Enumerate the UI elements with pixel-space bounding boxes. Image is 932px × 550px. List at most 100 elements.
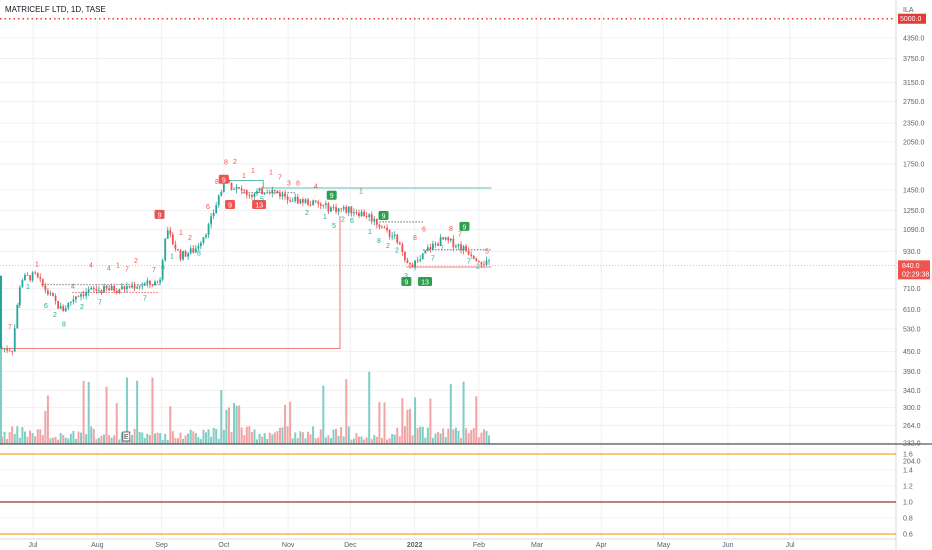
candle-body [340, 208, 343, 210]
volume-bar [74, 438, 77, 444]
candle-body [202, 237, 205, 243]
candle-body [126, 286, 128, 290]
volume-bar [23, 431, 26, 444]
candle-body [467, 250, 470, 255]
candle-body [171, 234, 174, 245]
td-count-digit: 7 [98, 300, 102, 307]
td-count-digit: 1 [179, 230, 183, 237]
td-label-box [401, 276, 412, 286]
volume-bar [217, 438, 220, 444]
candle-body [103, 285, 105, 293]
volume-bar [363, 439, 366, 444]
volume-bar [358, 436, 360, 444]
td-label-text: 13 [255, 202, 263, 209]
volume-bar [67, 438, 70, 444]
td-count-digit: 1 [35, 261, 39, 268]
candle-body [87, 289, 90, 293]
candle-body [149, 280, 151, 285]
candle-body [416, 260, 419, 262]
candle-body [251, 195, 253, 197]
volume-bar [16, 426, 19, 444]
candle-body [217, 195, 220, 206]
candle-body [151, 284, 154, 286]
td-count-digit: 1 [323, 214, 327, 221]
candle-body [462, 246, 465, 251]
candle-body [3, 348, 6, 350]
candle-body [256, 191, 258, 194]
volume-bar [44, 410, 47, 444]
candle-body [388, 230, 391, 237]
td-label-text: 9 [228, 202, 232, 209]
candle-body [230, 182, 233, 190]
candle-body [161, 260, 164, 280]
volume-bar [52, 437, 54, 444]
time-tick-label: Nov [282, 542, 295, 549]
td-count-digit: 7 [152, 267, 156, 274]
td-count-digit: 7 [125, 266, 129, 273]
td-count-digit: 4 [89, 263, 93, 270]
candle-body [360, 211, 363, 216]
volume-bar [401, 398, 404, 444]
volume-bar [437, 431, 440, 444]
candle-body [13, 328, 16, 352]
candle-body [146, 280, 149, 284]
volume-bar [166, 439, 169, 444]
td-label-box [225, 199, 236, 209]
volume-bar [253, 429, 256, 444]
candle-body [210, 216, 212, 225]
volume-bar [245, 426, 248, 444]
volume-bar [324, 437, 327, 444]
volume-bar [131, 435, 134, 444]
volume-bar [238, 405, 241, 444]
candle-body [131, 285, 133, 288]
volume-bar [345, 379, 348, 444]
volume-bar [460, 438, 462, 444]
stop-line [2, 216, 341, 349]
candle-body [1, 348, 3, 350]
volume-bar [240, 427, 243, 444]
candle-body [368, 214, 371, 218]
candle-body [294, 196, 297, 201]
candle-body [177, 249, 179, 251]
td-count-digit: 2 [476, 264, 480, 271]
volume-bar [335, 428, 338, 444]
candle-body [378, 224, 381, 228]
candle-body [253, 193, 256, 197]
candle-body [365, 216, 368, 218]
time-axis[interactable]: Jul Aug Sep Oct Nov Dec 2022 Feb Mar Apr May Jun Jul [29, 542, 795, 549]
candle-body [447, 237, 450, 241]
time-tick-label: Apr [596, 542, 608, 549]
volume-bar [462, 381, 465, 444]
volume-bar [312, 426, 315, 444]
candle-body [118, 289, 121, 293]
candle-body [54, 296, 57, 301]
candle-body [284, 193, 286, 197]
candle-body [49, 293, 52, 295]
candle-body [141, 285, 144, 287]
candle-body [373, 218, 376, 222]
candle-body [470, 254, 473, 256]
candle-body [200, 242, 202, 247]
volume-bar [266, 439, 269, 444]
volume-bar [352, 438, 355, 444]
candle-body [85, 292, 88, 296]
td-count-digit: 1 [116, 263, 120, 270]
td-label-box [418, 276, 433, 286]
volume-bar [419, 426, 422, 444]
td-count-digit: 5 [332, 223, 336, 230]
volume-bar [143, 438, 146, 444]
candle-body [64, 308, 67, 312]
target-price-badge [898, 13, 926, 24]
candle-body [342, 206, 345, 210]
volume-bar [39, 429, 42, 444]
candle-body [434, 243, 437, 245]
td-count-digit: 1 [170, 254, 174, 261]
volume-bar [278, 427, 281, 444]
candle-body [381, 227, 383, 228]
td-label-box [154, 209, 165, 219]
volume-bar [26, 436, 29, 444]
volume-bar [261, 436, 264, 444]
volume-bar [447, 428, 450, 444]
